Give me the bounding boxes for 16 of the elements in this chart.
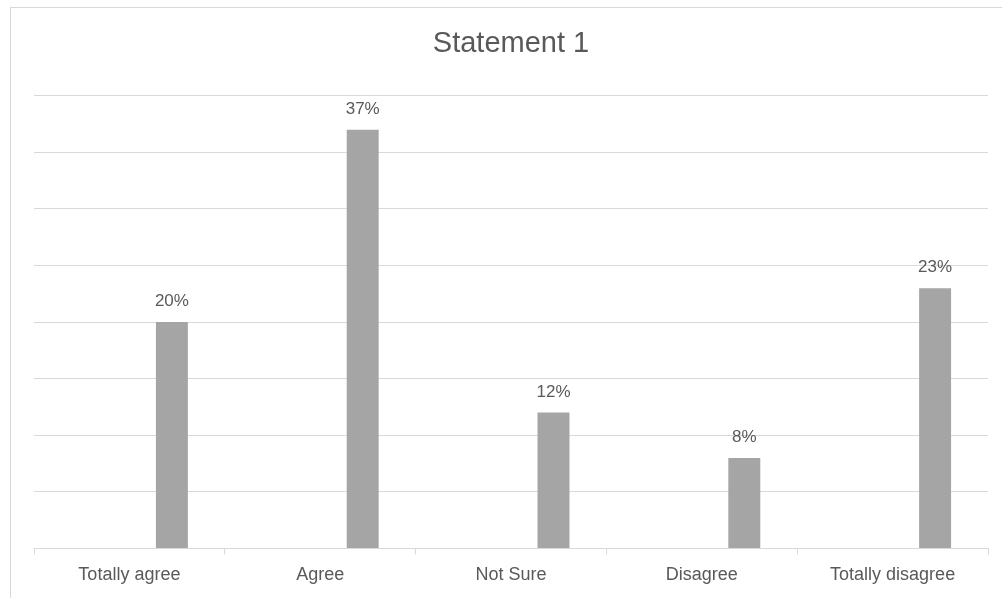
data-label: 20%	[154, 291, 189, 311]
x-tick-label: Agree	[296, 564, 345, 585]
bar	[346, 129, 379, 548]
bar	[728, 457, 761, 548]
bar	[155, 322, 188, 548]
chart-title: Statement 1	[432, 26, 590, 59]
data-label: 8%	[732, 426, 757, 446]
x-tick-label: Not Sure	[475, 564, 547, 585]
x-tick-label: Disagree	[665, 564, 738, 585]
x-tick-label: Totally disagree	[830, 564, 956, 585]
data-label: 23%	[918, 257, 953, 277]
data-label: 12%	[536, 381, 571, 401]
bar	[537, 412, 570, 548]
bar	[919, 288, 952, 548]
data-label: 37%	[345, 98, 380, 118]
x-tick-label: Totally agree	[78, 564, 181, 585]
